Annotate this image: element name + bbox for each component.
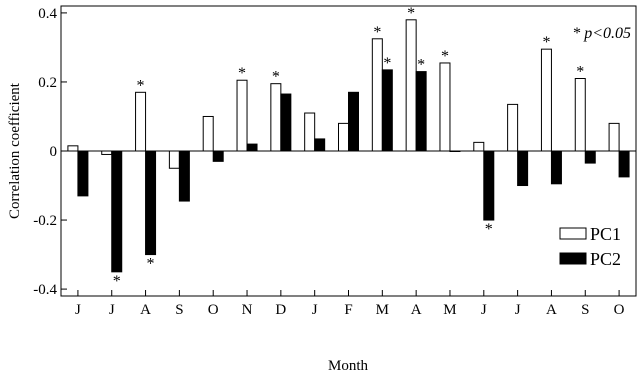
significance-asterisk: * [407,5,415,22]
bar-pc2 [584,150,596,164]
x-tick-label: J [481,302,487,318]
y-tick-label: -0.4 [33,282,57,298]
legend-swatch-pc1 [559,227,587,240]
significance-asterisk: * [383,55,391,72]
x-tick-label: M [376,302,389,318]
bar-pc2 [483,150,495,221]
x-tick-label: D [275,302,286,318]
bar-pc2 [550,150,562,185]
significance-asterisk: * [137,77,145,94]
x-axis-title: Month [328,358,369,374]
x-tick-label: J [75,302,81,318]
significance-asterisk: * [576,64,584,81]
x-tick-label: F [344,302,352,318]
x-tick-label: M [443,302,456,318]
bar-pc1 [574,78,586,152]
y-tick-label: -0.2 [33,213,57,229]
bar-pc1 [608,122,620,152]
significance-asterisk: * [542,34,550,51]
bars [67,19,630,273]
bar-pc2 [212,150,224,162]
y-tick-label: 0.4 [38,6,57,22]
x-tick-label: J [109,302,115,318]
x-tick-label: A [140,302,151,318]
x-tick-label: O [208,302,219,318]
bar-pc2 [246,143,258,152]
x-tick-label: O [614,302,625,318]
significance-asterisk: * [113,273,121,290]
y-tick-label: 0 [50,144,58,160]
y-tick-label: 0.2 [38,75,57,91]
x-tick-label: A [546,302,557,318]
significance-asterisk: * [147,256,155,273]
legend-swatch-pc2 [559,252,587,265]
bar-pc1 [202,115,214,152]
significance-asterisk: * [417,57,425,74]
bar-pc1 [473,141,485,152]
bar-pc1 [507,103,519,152]
bar-pc1 [405,19,417,152]
bar-pc2 [280,93,292,152]
bar-pc2 [381,69,393,152]
bar-pc1 [371,38,383,152]
bar-pc2 [348,91,359,152]
bar-pc1 [168,150,180,169]
y-axis: -0.4 -0.2 0 0.2 0.4 [33,6,67,298]
bar-pc1 [270,83,282,152]
bar-pc1 [101,150,113,155]
x-tick-label: S [581,302,589,318]
bar-pc2 [449,150,461,152]
significance-asterisk: * [272,69,280,86]
bar-pc2 [178,150,190,202]
legend-label-pc2: PC2 [590,249,621,269]
x-tick-label: J [312,302,318,318]
x-tick-label: J [515,302,521,318]
bar-pc1 [67,145,79,152]
bar-pc1 [540,48,552,152]
y-axis-title: Correlation coefficient [7,82,23,219]
significance-asterisk: * [373,24,381,41]
bar-pc2 [618,150,630,178]
significance-asterisk: * [485,221,493,238]
bar-pc2 [415,71,427,152]
x-tick-label: A [411,302,422,318]
x-tick-label: S [175,302,183,318]
bar-pc1 [338,122,349,152]
x-tick-label: N [242,302,253,318]
bar-pc2 [111,150,123,273]
bar-pc1 [439,62,451,152]
bar-pc2 [517,150,529,187]
significance-asterisk: * [441,48,449,65]
bar-pc2 [314,138,326,152]
bar-pc1 [304,112,316,152]
significance-asterisk: * [238,65,246,82]
significance-note: * p<0.05 [572,25,631,42]
bar-pc1 [236,79,248,152]
significance-markers: **** ********* [113,5,585,290]
bar-pc1 [135,91,147,152]
bar-pc2 [145,150,157,256]
bar-pc2 [77,150,89,197]
legend-label-pc1: PC1 [590,224,621,244]
